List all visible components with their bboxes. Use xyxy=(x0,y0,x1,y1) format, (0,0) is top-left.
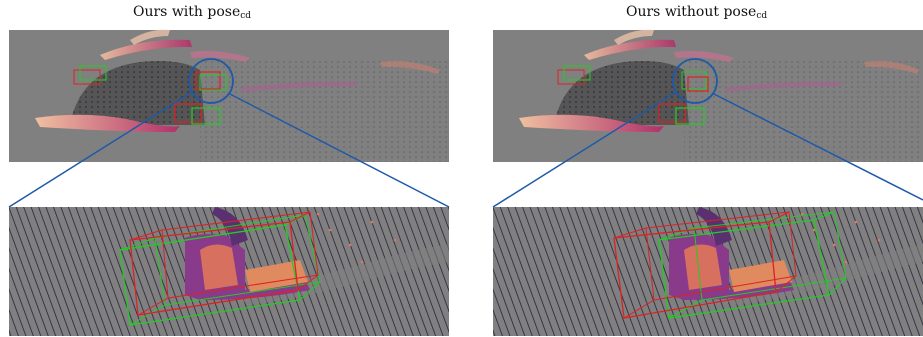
overview-box-lower xyxy=(658,103,705,125)
left-panel-figure xyxy=(8,29,450,336)
zoom-line-right xyxy=(227,92,450,208)
overview-point-cloud xyxy=(493,29,923,162)
overview-box-target xyxy=(681,71,709,92)
overview-box-far-left xyxy=(73,65,107,85)
zoom-line-left xyxy=(492,91,677,208)
zoom-line-left xyxy=(8,91,193,208)
left-panel-title: Ours with posecd xyxy=(133,4,252,21)
overview-box-target xyxy=(195,71,227,91)
overview-box-far-left xyxy=(557,65,591,85)
zoom-circle xyxy=(672,58,718,104)
zoom-circle xyxy=(188,58,234,104)
right-panel-title: Ours without posecd xyxy=(626,4,768,21)
zoom-line-right xyxy=(711,92,923,201)
right-panel-figure xyxy=(492,29,923,336)
overview-point-cloud xyxy=(9,29,449,162)
zoomed-point-cloud xyxy=(9,207,449,336)
zoom-box-prediction xyxy=(129,211,319,316)
overview-box-lower xyxy=(174,103,221,125)
zoom-box-ground-truth xyxy=(119,214,321,326)
zoom-box-prediction xyxy=(613,211,797,319)
